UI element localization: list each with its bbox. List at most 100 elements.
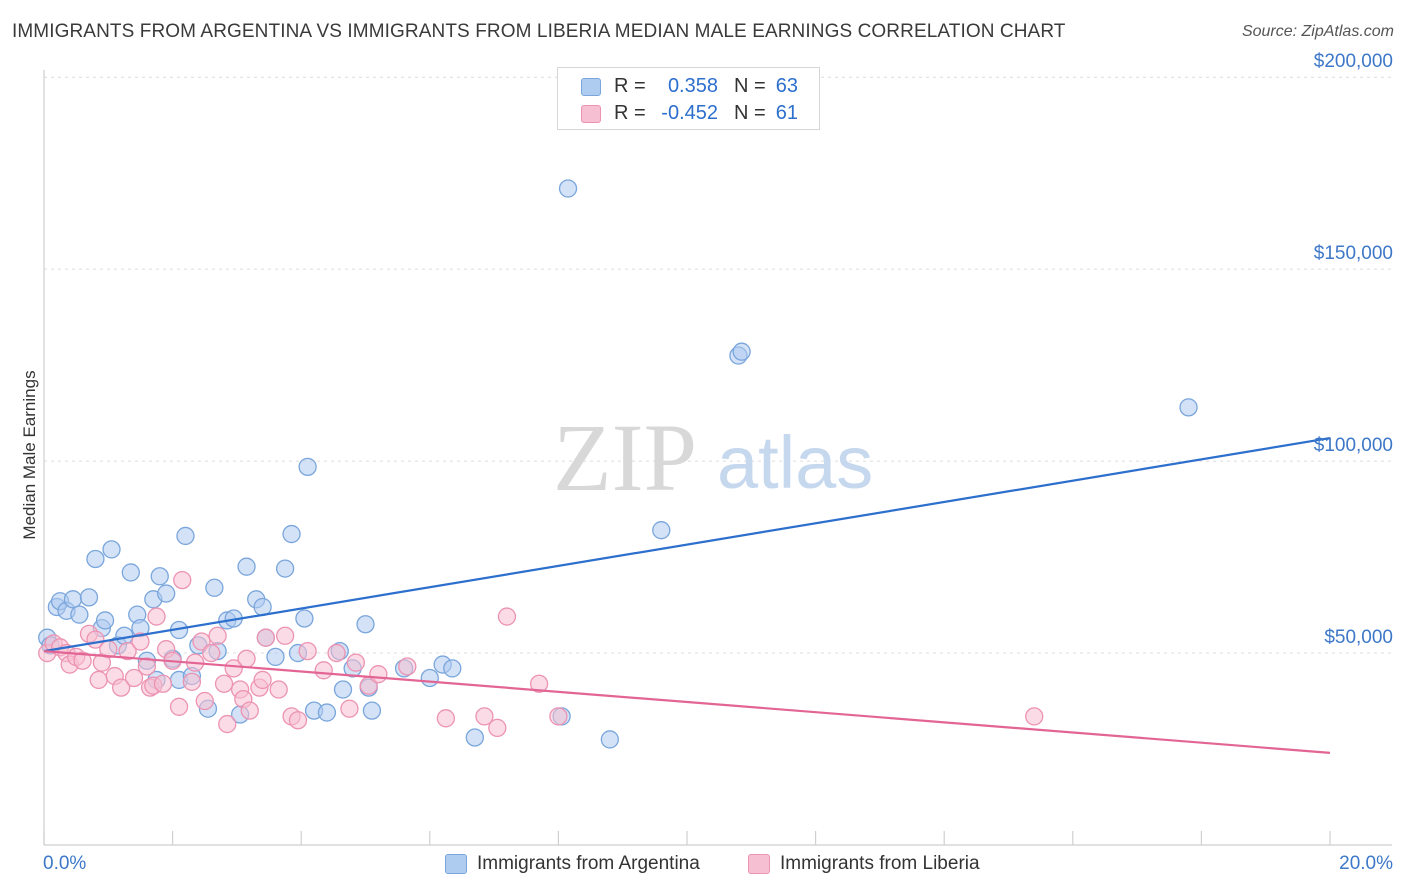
liberia-point xyxy=(340,699,359,718)
argentina-point xyxy=(356,615,375,634)
liberia-swatch-icon xyxy=(581,105,601,123)
liberia-point xyxy=(173,570,192,590)
n-value: 61 xyxy=(775,102,798,124)
liberia-point xyxy=(256,628,275,647)
y-tick-label: $200,000 xyxy=(1314,51,1393,72)
argentina-point xyxy=(732,342,751,361)
liberia-point xyxy=(327,643,346,663)
liberia-point xyxy=(202,643,221,663)
liberia-point xyxy=(436,709,456,728)
argentina-point xyxy=(652,521,671,540)
argentina-point xyxy=(600,730,619,749)
stats-row-argentina: R = 0.358 N = 63 xyxy=(558,72,819,102)
argentina-point xyxy=(266,647,285,667)
r-value: 0.358 xyxy=(667,75,718,97)
liberia-point xyxy=(475,707,494,726)
liberia-point xyxy=(224,659,243,678)
liberia-point xyxy=(131,632,150,651)
liberia-point xyxy=(314,661,333,680)
liberia-point xyxy=(1025,707,1044,726)
liberia-point xyxy=(73,651,92,670)
r-value: -0.452 xyxy=(661,102,718,124)
axes xyxy=(43,70,1392,846)
liberia-point xyxy=(288,711,308,730)
liberia-point xyxy=(369,665,388,684)
liberia-point xyxy=(529,674,549,693)
x-minor-ticks xyxy=(43,831,1331,845)
argentina-point xyxy=(121,563,140,582)
argentina-point xyxy=(295,609,314,628)
watermark-atlas: atlas xyxy=(717,421,873,504)
argentina-point xyxy=(205,578,224,597)
argentina-point xyxy=(282,524,301,544)
liberia-point xyxy=(218,714,237,734)
legend-label: Immigrants from Liberia xyxy=(780,853,980,874)
argentina-point xyxy=(1179,398,1198,417)
argentina-point xyxy=(102,540,121,559)
liberia-point xyxy=(208,626,227,645)
argentina-point xyxy=(237,557,256,576)
liberia-point xyxy=(549,707,568,726)
n-value: 63 xyxy=(775,75,798,97)
argentina-trendline xyxy=(43,436,1331,653)
argentina-point xyxy=(317,703,337,722)
argentina-point xyxy=(558,179,578,198)
liberia-trendline xyxy=(43,650,1331,754)
liberia-point xyxy=(124,668,144,688)
liberia-point xyxy=(137,657,157,676)
y-tick-label: $100,000 xyxy=(1314,435,1393,456)
argentina-point xyxy=(362,701,382,720)
y-tick-label: $150,000 xyxy=(1314,243,1393,264)
argentina-point xyxy=(86,549,105,569)
liberia-point xyxy=(240,701,259,720)
argentina-point xyxy=(157,584,176,603)
liberia-legend-swatch-icon xyxy=(748,854,770,874)
n-label: N = xyxy=(734,102,766,124)
liberia-point xyxy=(182,672,202,691)
liberia-point xyxy=(488,718,507,738)
argentina-point xyxy=(63,590,83,609)
liberia-point xyxy=(346,653,366,672)
liberia-point xyxy=(398,657,417,676)
y-axis-label: Median Male Earnings xyxy=(20,370,39,539)
n-label: N = xyxy=(734,75,766,97)
stats-row-liberia: R = -0.452 N = 61 xyxy=(558,99,819,129)
liberia-point xyxy=(253,670,272,690)
argentina-point xyxy=(333,680,353,699)
argentina-point xyxy=(95,611,115,630)
legend: Immigrants from Argentina Immigrants fro… xyxy=(0,852,1406,878)
watermark: ZIP atlas xyxy=(553,404,873,511)
argentina-swatch-icon xyxy=(581,78,601,96)
r-label: R = xyxy=(614,75,646,97)
liberia-point xyxy=(497,607,517,626)
liberia-point xyxy=(195,691,214,711)
argentina-point xyxy=(150,567,169,586)
argentina-point xyxy=(275,559,295,578)
liberia-point xyxy=(112,678,131,697)
argentina-point xyxy=(443,659,462,678)
liberia-point xyxy=(169,697,189,716)
liberia-point xyxy=(89,670,108,690)
stats-box: R = 0.358 N = 63 R = -0.452 N = 61 xyxy=(557,67,820,130)
liberia-point xyxy=(237,649,256,668)
liberia-point xyxy=(298,641,317,661)
argentina-point xyxy=(420,668,439,688)
source-label: Source: ZipAtlas.com xyxy=(1241,23,1394,40)
liberia-point xyxy=(269,680,288,699)
liberia-point xyxy=(118,641,137,661)
y-tick-label: $50,000 xyxy=(1324,627,1393,648)
series-liberia-points xyxy=(38,570,1044,738)
argentina-point xyxy=(465,728,484,747)
x-tick-label-min: 0.0% xyxy=(43,853,86,874)
legend-label: Immigrants from Argentina xyxy=(477,853,700,874)
trendlines xyxy=(43,436,1331,754)
liberia-point xyxy=(214,674,234,693)
liberia-point xyxy=(275,626,295,645)
watermark-zip: ZIP xyxy=(553,404,697,511)
argentina-legend-swatch-icon xyxy=(445,854,467,874)
liberia-point xyxy=(147,607,166,626)
argentina-point xyxy=(70,605,89,624)
argentina-point xyxy=(176,526,195,546)
argentina-point xyxy=(79,588,99,607)
